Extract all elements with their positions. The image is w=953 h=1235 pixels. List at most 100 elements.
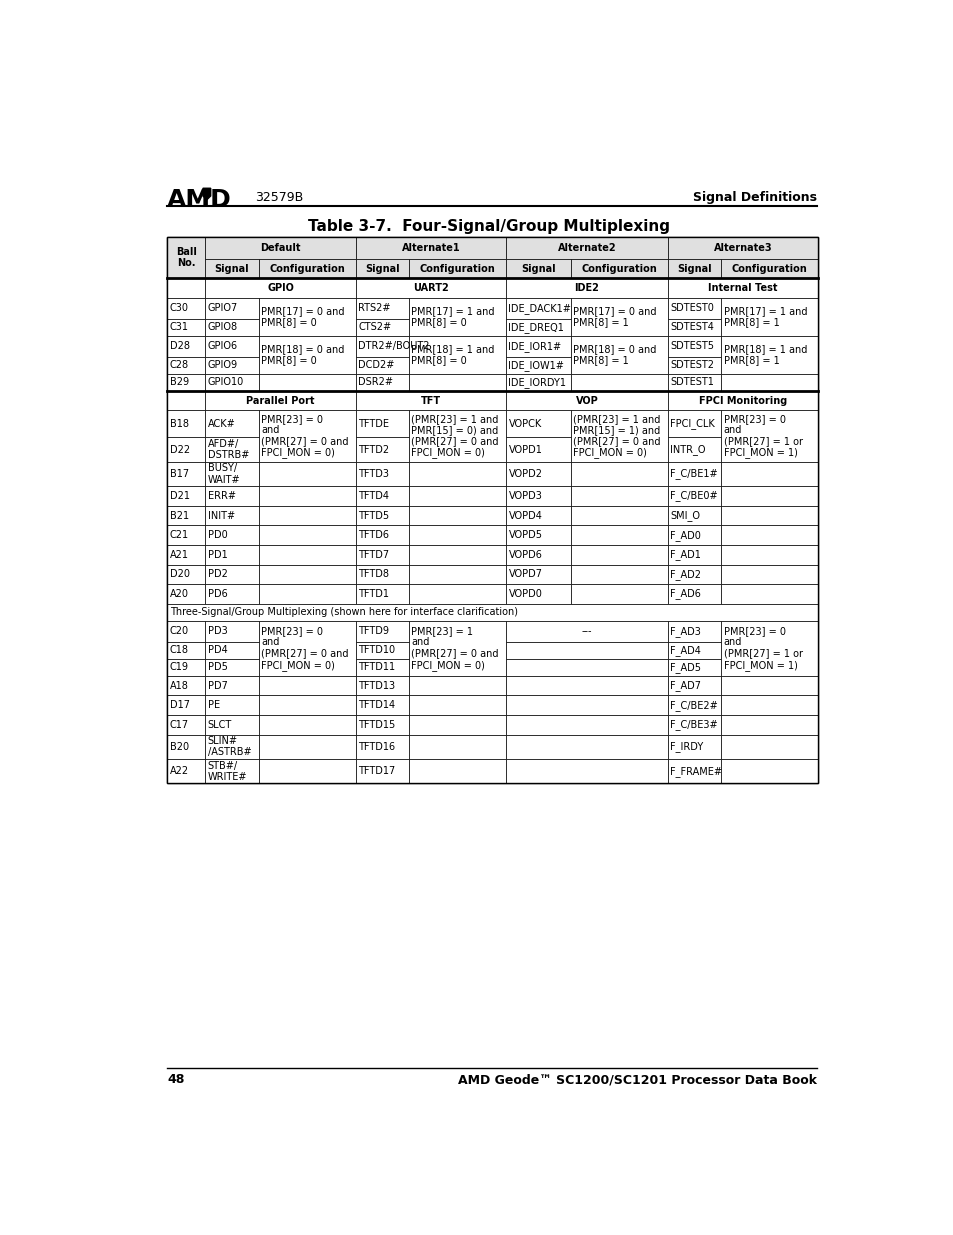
Text: SLCT: SLCT	[208, 720, 232, 730]
Bar	[720, 760, 818, 783]
Bar	[355, 735, 409, 760]
Text: PD0: PD0	[208, 530, 227, 540]
Text: IDE_IOW1#: IDE_IOW1#	[508, 359, 564, 370]
Bar	[258, 676, 355, 695]
Bar	[409, 695, 506, 715]
Bar	[355, 437, 409, 462]
Text: INIT#: INIT#	[208, 510, 234, 521]
Bar	[355, 298, 409, 319]
Bar	[667, 259, 720, 278]
Bar	[720, 584, 818, 604]
Bar	[258, 695, 355, 715]
Bar	[167, 278, 205, 298]
Bar	[506, 487, 570, 506]
Text: TFTD1: TFTD1	[357, 589, 389, 599]
Text: TFTD14: TFTD14	[357, 700, 395, 710]
Bar	[667, 676, 720, 695]
Text: PMR[23] = 0
and
(PMR[27] = 0 and
FPCI_MON = 0): PMR[23] = 0 and (PMR[27] = 0 and FPCI_MO…	[261, 414, 348, 458]
Bar	[167, 604, 818, 621]
Bar	[409, 715, 506, 735]
Text: TFTD5: TFTD5	[357, 510, 389, 521]
Text: PMR[23] = 1
and
(PMR[27] = 0 and
FPCI_MON = 0): PMR[23] = 1 and (PMR[27] = 0 and FPCI_MO…	[411, 626, 498, 671]
Bar	[258, 584, 355, 604]
Text: F_C/BE3#: F_C/BE3#	[670, 719, 717, 730]
Text: PD3: PD3	[208, 626, 227, 636]
Text: PMR[23] = 0
and
(PMR[27] = 0 and
FPCI_MON = 0): PMR[23] = 0 and (PMR[27] = 0 and FPCI_MO…	[261, 626, 348, 671]
Text: Default: Default	[260, 243, 300, 253]
Text: TFTD9: TFTD9	[357, 626, 389, 636]
Bar	[667, 695, 720, 715]
Bar	[205, 584, 258, 604]
Text: IDE_DACK1#: IDE_DACK1#	[508, 303, 571, 314]
Text: FPCI Monitoring: FPCI Monitoring	[699, 395, 786, 405]
Bar	[167, 641, 205, 658]
Bar	[570, 506, 667, 525]
Text: Signal: Signal	[365, 263, 399, 273]
Bar	[667, 584, 720, 604]
Bar	[409, 760, 506, 783]
Bar	[355, 374, 409, 390]
Bar	[167, 357, 205, 374]
Bar	[667, 545, 720, 564]
Bar	[667, 658, 720, 676]
Text: VOPD4: VOPD4	[508, 510, 541, 521]
Bar	[506, 760, 667, 783]
Text: C30: C30	[170, 304, 189, 314]
Bar	[506, 298, 570, 319]
Text: C28: C28	[170, 361, 189, 370]
Text: Configuration: Configuration	[581, 263, 657, 273]
Bar	[167, 658, 205, 676]
Bar	[355, 695, 409, 715]
Bar	[258, 374, 355, 390]
Text: F_AD1: F_AD1	[670, 550, 700, 561]
Bar	[506, 462, 570, 487]
Text: FPCI_CLK: FPCI_CLK	[670, 419, 714, 430]
Bar	[205, 658, 258, 676]
Text: Three-Signal/Group Multiplexing (shown here for interface clarification): Three-Signal/Group Multiplexing (shown h…	[171, 608, 517, 618]
Bar	[205, 298, 258, 319]
Text: INTR_O: INTR_O	[670, 445, 705, 454]
Text: D21: D21	[170, 492, 190, 501]
Bar	[205, 760, 258, 783]
Bar	[720, 462, 818, 487]
Text: (PMR[23] = 1 and
PMR[15] = 1) and
(PMR[27] = 0 and
FPCI_MON = 0): (PMR[23] = 1 and PMR[15] = 1) and (PMR[2…	[573, 414, 660, 458]
Bar	[355, 278, 506, 298]
Bar	[506, 584, 570, 604]
Text: VOPD0: VOPD0	[508, 589, 541, 599]
Text: VOPD6: VOPD6	[508, 550, 541, 559]
Text: PMR[18] = 1 and
PMR[8] = 0: PMR[18] = 1 and PMR[8] = 0	[411, 345, 495, 366]
Bar	[506, 259, 570, 278]
Bar	[205, 357, 258, 374]
Bar	[506, 621, 667, 641]
Text: PMR[17] = 0 and
PMR[8] = 0: PMR[17] = 0 and PMR[8] = 0	[261, 306, 344, 327]
Text: Signal Definitions: Signal Definitions	[692, 190, 816, 204]
Polygon shape	[203, 188, 211, 200]
Text: D17: D17	[170, 700, 190, 710]
Text: TFTD13: TFTD13	[357, 680, 395, 690]
Text: TFT: TFT	[420, 395, 440, 405]
Bar	[205, 462, 258, 487]
Bar	[355, 487, 409, 506]
Text: TFTD17: TFTD17	[357, 766, 395, 777]
Bar	[167, 676, 205, 695]
Bar	[570, 462, 667, 487]
Text: UART2: UART2	[413, 283, 448, 293]
Text: VOPCK: VOPCK	[508, 419, 541, 429]
Text: IDE_IORDY1: IDE_IORDY1	[508, 377, 566, 388]
Text: Alternate1: Alternate1	[401, 243, 459, 253]
Text: C31: C31	[170, 322, 189, 332]
Bar	[506, 374, 570, 390]
Bar	[167, 735, 205, 760]
Bar	[205, 676, 258, 695]
Bar	[355, 658, 409, 676]
Bar	[258, 259, 355, 278]
Bar	[409, 545, 506, 564]
Bar	[570, 525, 667, 545]
Text: Signal: Signal	[677, 263, 711, 273]
Text: TFTD6: TFTD6	[357, 530, 389, 540]
Bar	[205, 437, 258, 462]
Bar	[167, 715, 205, 735]
Text: Signal: Signal	[520, 263, 556, 273]
Bar	[506, 390, 667, 410]
Text: C19: C19	[170, 662, 189, 672]
